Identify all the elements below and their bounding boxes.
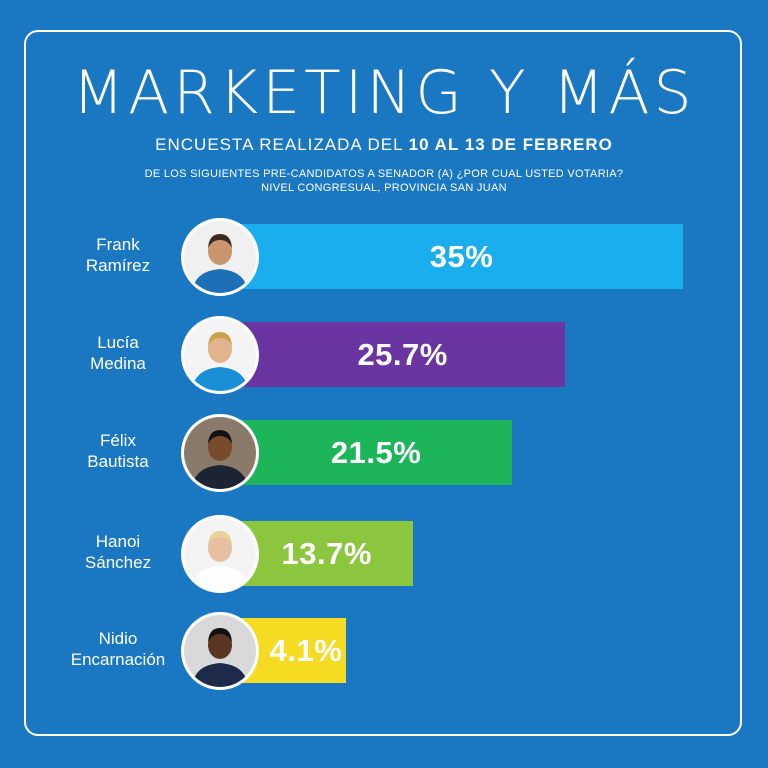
bar: 13.7% [240,521,414,586]
candidate-name-line: Frank [96,235,140,254]
subtitle-prefix: ENCUESTA REALIZADA DEL [155,135,409,154]
candidate-row: Félix Bautista 21.5% [0,414,768,520]
bar: 25.7% [240,322,566,387]
face-shape [208,433,232,461]
person-photo-icon [181,515,259,593]
shoulders-shape [192,566,248,590]
value-label: 13.7% [281,535,372,571]
shoulders-shape [192,663,248,687]
candidate-name-line: Nidio [98,629,138,648]
person-photo-icon [181,316,259,394]
page-title: MARKETING Y MÁS [72,58,696,128]
candidate-row: Frank Ramírez 35% [0,218,768,324]
hair-shape [208,531,232,545]
content-frame [24,30,742,736]
face-shape [208,534,232,562]
hair-shape [208,430,232,444]
person-photo-icon [181,612,259,690]
candidate-name: Frank Ramírez [56,234,180,276]
question-line-1: DE LOS SIGUIENTES PRE-CANDIDATOS A SENAD… [144,168,624,180]
face-shape [208,631,232,659]
candidate-name: Lucía Medina [56,332,180,374]
candidate-name-line: Encarnación [70,650,166,669]
bar: 4.1% [240,618,346,683]
bar: 35% [240,224,683,289]
shoulders-shape [192,269,248,293]
hair-shape [208,234,232,248]
candidate-row: Hanoi Sánchez 13.7% [0,515,768,621]
candidate-row: Lucía Medina 25.7% [0,316,768,422]
value-label: 35% [429,238,494,274]
subtitle-dates: 10 AL 13 DE FEBRERO [408,135,613,154]
person-photo-icon [181,218,259,296]
hair-shape [208,332,232,346]
hair-shape [208,628,232,642]
candidate-name: Félix Bautista [56,430,180,472]
shoulders-shape [192,465,248,489]
value-label: 4.1% [269,632,343,668]
survey-subtitle: ENCUESTA REALIZADA DEL 10 AL 13 DE FEBRE… [0,134,768,156]
candidate-name-line: Lucía [97,333,139,352]
person-photo-icon [181,414,259,492]
face-shape [208,335,232,363]
value-label: 25.7% [357,336,448,372]
candidate-name-line: Hanoi [95,532,141,551]
candidate-row: Nidio Encarnación 4.1% [0,612,768,718]
bar: 21.5% [240,420,513,485]
candidate-name-line: Sánchez [84,553,152,572]
candidate-name-line: Bautista [87,452,149,471]
question-line-2: NIVEL CONGRESUAL, PROVINCIA SAN JUAN [261,182,507,194]
survey-question: DE LOS SIGUIENTES PRE-CANDIDATOS A SENAD… [0,167,768,195]
shoulders-shape [192,367,248,391]
face-shape [208,237,232,265]
value-label: 21.5% [330,434,422,470]
candidate-name: Nidio Encarnación [56,628,180,670]
candidate-name-line: Medina [90,354,146,373]
candidate-name-line: Félix [100,431,136,450]
candidate-name: Hanoi Sánchez [56,531,180,573]
candidate-name-line: Ramírez [85,256,151,275]
